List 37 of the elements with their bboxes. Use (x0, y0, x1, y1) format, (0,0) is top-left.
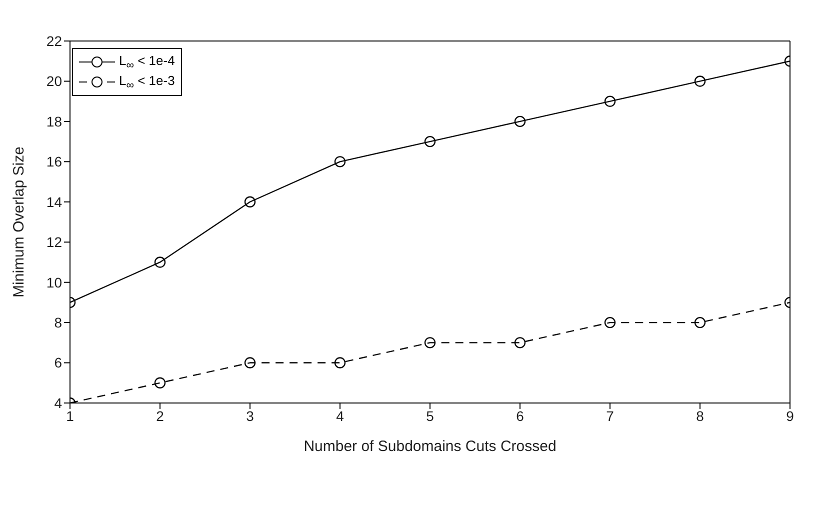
x-tick-label: 5 (426, 408, 434, 424)
y-tick-label: 10 (46, 274, 62, 290)
y-tick-label: 14 (46, 194, 62, 210)
y-tick-label: 12 (46, 234, 62, 250)
point (514, 116, 526, 128)
y-tick-label: 8 (54, 314, 62, 331)
x-tick-label: 1 (66, 408, 74, 424)
y-tick-label: 6 (54, 354, 62, 371)
point (424, 136, 436, 148)
x-tick-label: 7 (606, 408, 614, 424)
point (694, 316, 706, 328)
y-tick-label: 16 (46, 154, 62, 170)
point (154, 377, 166, 388)
x-tick-label: 4 (336, 408, 344, 424)
x-axis-title: Number of Subdomains Cuts Crossed (304, 438, 556, 455)
point (334, 357, 346, 368)
point (604, 96, 616, 107)
point (424, 337, 436, 348)
point (334, 156, 346, 168)
point (244, 357, 256, 368)
x-tick-label: 8 (696, 408, 704, 424)
x-tick-label: 9 (786, 408, 794, 424)
legend-label: L$_{∞}$ < 1e-3 (119, 72, 175, 92)
legend-label: L$_{∞}$ < 1e-4 (119, 52, 175, 72)
point (514, 337, 526, 348)
point (694, 76, 706, 87)
y-axis-title: Minimum Overlap Size (10, 146, 28, 298)
y-tick-label: 22 (46, 32, 62, 49)
x-tick-label: 6 (516, 408, 524, 424)
y-tick-label: 20 (46, 73, 62, 90)
point (604, 316, 616, 328)
point (154, 256, 166, 268)
x-tick-label: 3 (246, 408, 254, 424)
y-tick-label: 18 (46, 113, 62, 130)
x-tick-label: 2 (156, 408, 164, 424)
y-tick-label: 4 (54, 394, 62, 411)
point (244, 196, 256, 208)
